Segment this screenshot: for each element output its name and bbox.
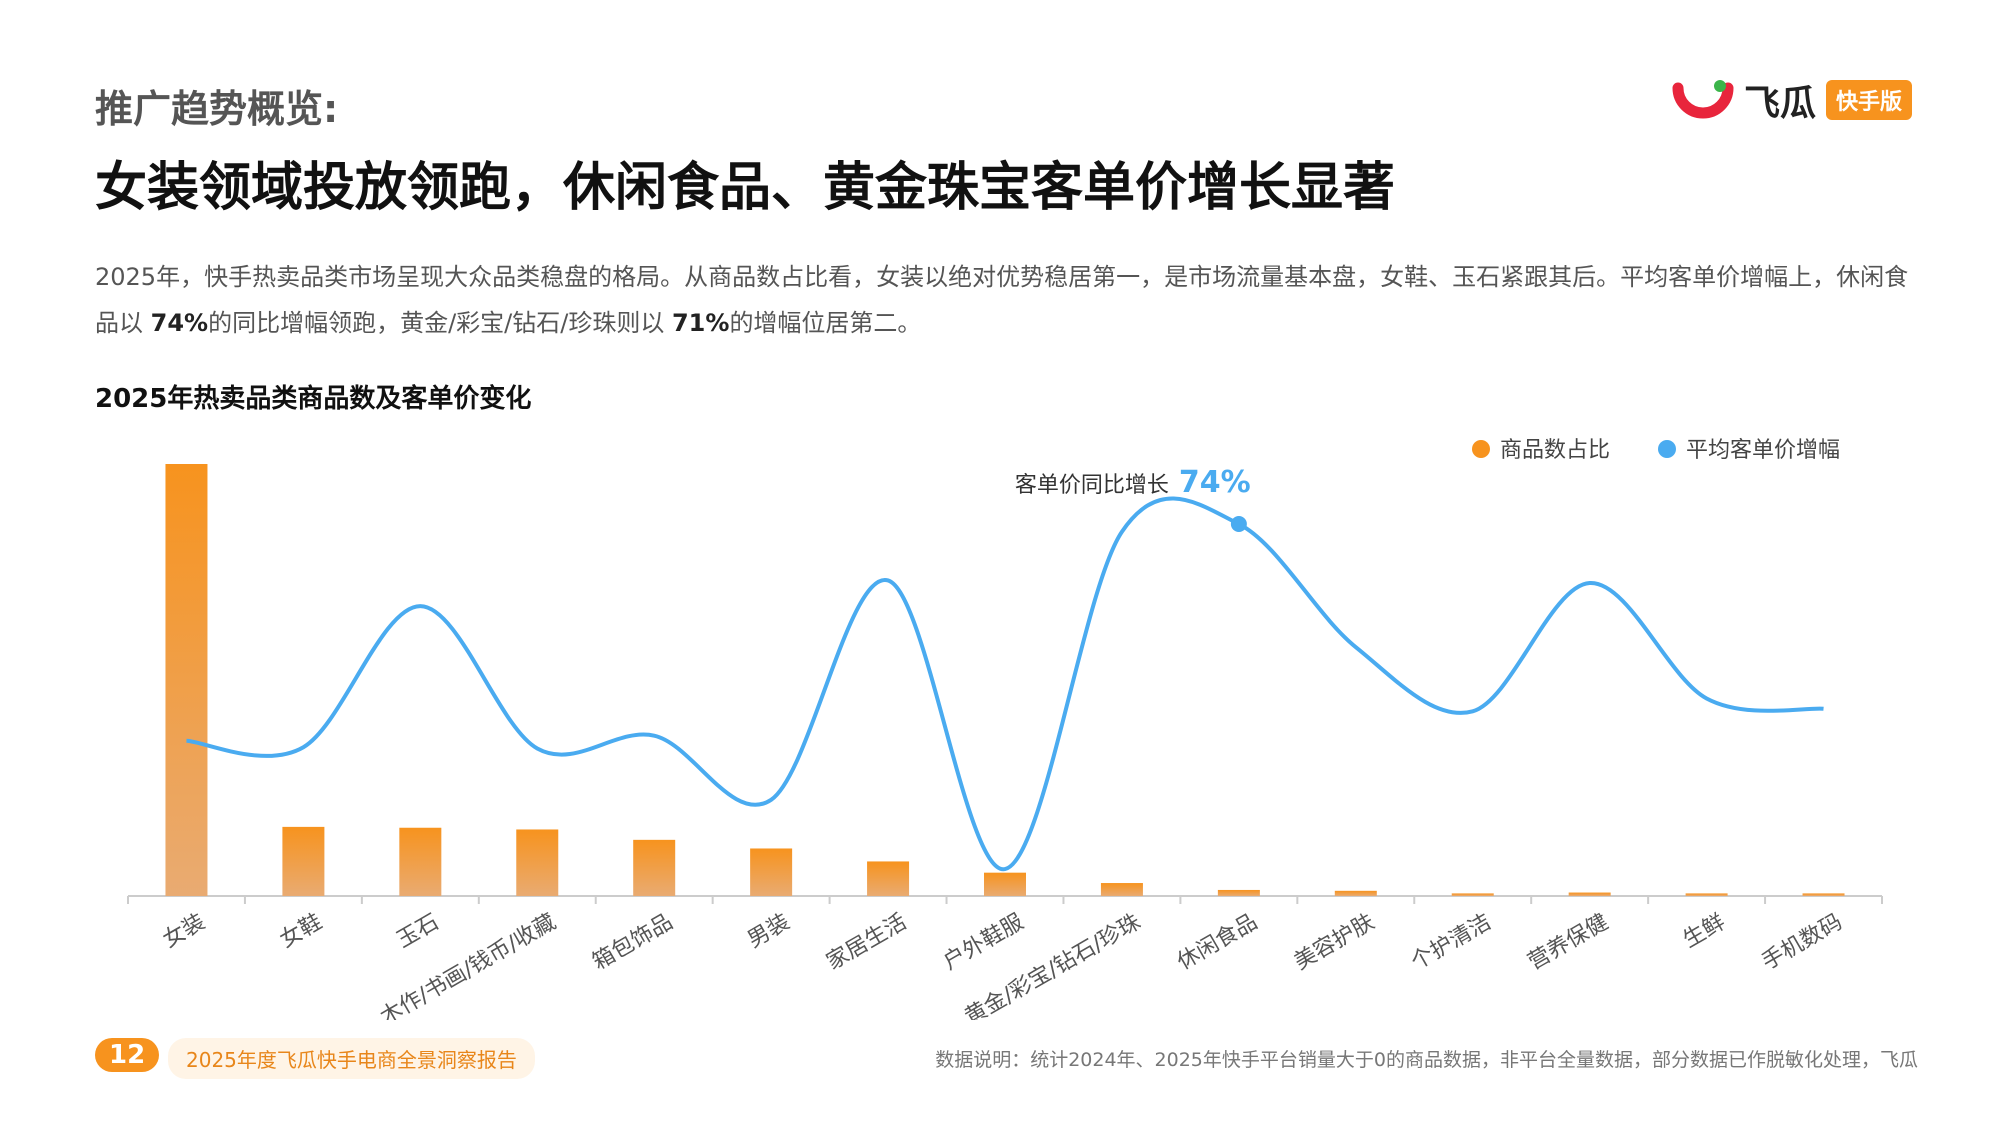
x-tick-label: 玉石 [393, 910, 444, 954]
text: 2025年，快手热卖品类市场呈现大众品类稳盘的格局。从商品数占比看，女装以绝对优… [95, 263, 1909, 337]
report-name: 2025年度飞瓜快手电商全景洞察报告 [168, 1038, 535, 1079]
bar [282, 826, 325, 896]
x-tick-label: 家居生活 [822, 910, 911, 976]
x-tick-label: 手机数码 [1758, 910, 1847, 976]
bar [1217, 889, 1260, 896]
bar [867, 861, 910, 896]
logo: 飞瓜 快手版 [1672, 74, 1913, 126]
bar [1334, 890, 1377, 896]
kicker: 推广趋势概览: [95, 87, 339, 131]
legend-marker [1472, 440, 1490, 458]
bar [1451, 893, 1494, 896]
text: 的增幅位居第二。 [729, 309, 922, 337]
bar [984, 872, 1026, 896]
bar [750, 848, 793, 896]
bar [165, 464, 208, 896]
legend-label: 商品数占比 [1500, 438, 1610, 463]
chart-title: 2025年热卖品类商品数及客单价变化 [95, 384, 532, 414]
description: 2025年，快手热卖品类市场呈现大众品类稳盘的格局。从商品数占比看，女装以绝对优… [95, 254, 1925, 346]
point [1230, 516, 1247, 533]
data-note: 数据说明：统计2024年、2025年快手平台销量大于0的商品数据，非平台全量数据… [935, 1049, 1918, 1071]
bar [1802, 893, 1845, 896]
x-tick-label: 休闲食品 [1173, 910, 1262, 976]
x-tick-label: 户外鞋服 [939, 910, 1028, 976]
brand: 飞瓜 [1744, 83, 1817, 124]
bar [1568, 892, 1611, 896]
logo-mark [1672, 80, 1734, 119]
headline: 女装领域投放领跑，休闲食品、黄金珠宝客单价增长显著 [95, 158, 1396, 218]
x-tick-label: 箱包饰品 [588, 910, 677, 976]
line [186, 496, 1824, 872]
x-tick-label: 男装 [744, 910, 795, 954]
legend-label: 平均客单价增幅 [1686, 438, 1840, 463]
highlight: 74% [150, 309, 209, 337]
bar [399, 827, 442, 896]
bar [1685, 893, 1728, 896]
x-tick-label: 生鲜 [1679, 910, 1730, 954]
data-label: 74% [1179, 465, 1251, 500]
x-tick-label: 营养保健 [1524, 910, 1613, 976]
brand-tag: 快手版 [1826, 80, 1913, 120]
x-tick-label: 女装 [159, 910, 210, 954]
x-tick-label: 美容护肤 [1290, 910, 1379, 976]
bar [516, 829, 559, 896]
x-tick-label: 女鞋 [276, 910, 327, 954]
bar [633, 839, 676, 896]
page-number: 12 [95, 1038, 160, 1072]
bar [1100, 883, 1143, 896]
text: 的同比增幅领跑，黄金/彩宝/钻石/珍珠则以 [208, 309, 672, 337]
annotation: 客单价同比增长 [1015, 473, 1169, 498]
highlight: 71% [671, 309, 730, 337]
x-tick-label: 个护清洁 [1407, 910, 1496, 976]
legend-marker [1658, 440, 1676, 458]
